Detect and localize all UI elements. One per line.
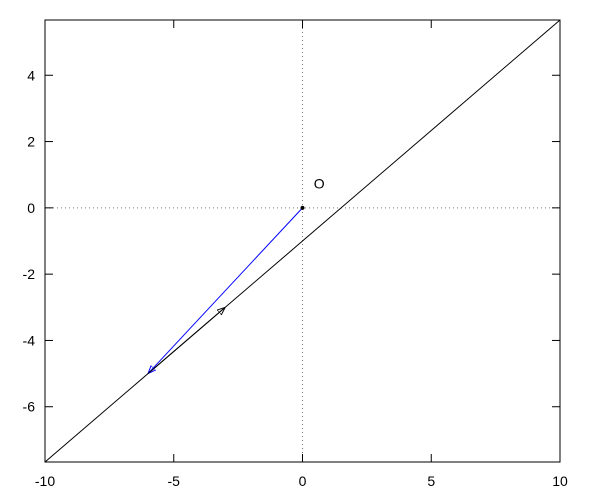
origin-point — [300, 205, 305, 210]
line-series — [44, 19, 561, 463]
x-tick-label: 0 — [299, 473, 307, 489]
x-tick-label: -10 — [35, 473, 55, 489]
black-vector — [147, 307, 225, 374]
y-tick-label: -6 — [23, 399, 36, 415]
x-tick-label: 10 — [552, 473, 568, 489]
y-tick-label: 0 — [27, 200, 35, 216]
plot-frame — [44, 19, 561, 463]
y-tick-label: -2 — [23, 266, 36, 282]
x-tick-label: -5 — [168, 473, 181, 489]
y-tick-label: 2 — [27, 134, 35, 150]
blue-vector — [148, 207, 303, 374]
x-tick-label: 5 — [427, 473, 435, 489]
y-tick-label: 4 — [27, 67, 35, 83]
y-tick-label: -4 — [23, 332, 36, 348]
annotation-label: O — [314, 175, 325, 191]
